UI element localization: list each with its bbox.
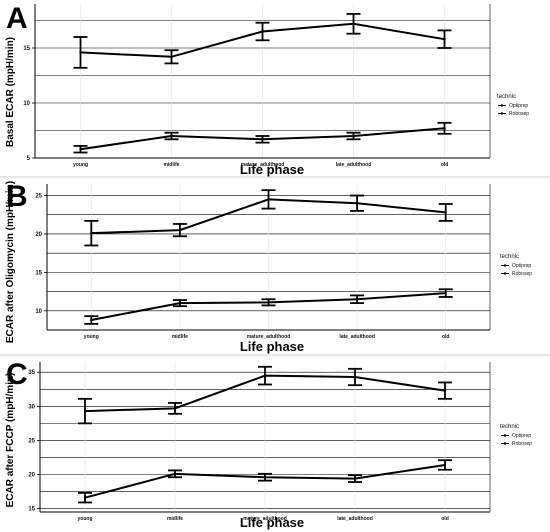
x-tick-label: midlife: [167, 516, 183, 522]
series-1: [84, 189, 453, 247]
x-tick-label: mature_adulthood: [241, 162, 285, 168]
series-1: [78, 365, 452, 425]
data-point: [355, 298, 359, 301]
legend: technic Optiprep Robosep: [500, 254, 532, 277]
data-point: [267, 198, 270, 201]
x-axis-title: Life phase: [240, 162, 304, 177]
x-tick-label: old: [442, 334, 450, 340]
x-tick-label: young: [84, 334, 99, 340]
data-point: [444, 211, 447, 214]
legend: technic Optiprep Robosep: [500, 424, 532, 447]
panel-label: B: [6, 180, 28, 213]
y-axis-title: ECAR after FCCP (mpH/min): [5, 373, 16, 508]
data-point: [443, 389, 447, 392]
x-tick-label: old: [441, 516, 449, 522]
data-point: [263, 374, 267, 377]
data-point: [443, 127, 446, 130]
legend-key-point: [500, 112, 504, 115]
panel-b: 10 15 20 25 young midlife mature_adulthood late…: [0, 180, 550, 356]
y-tick-label: 15: [23, 46, 30, 52]
legend-entry: Optiprep: [512, 263, 531, 269]
x-tick-label: midlife: [163, 162, 179, 168]
y-tick-label: 5: [27, 156, 31, 162]
data-point: [178, 228, 182, 232]
data-point: [83, 409, 87, 413]
y-tick-label: 15: [28, 507, 35, 513]
data-point: [355, 202, 359, 205]
x-tick-label: young: [73, 162, 88, 168]
legend-entry: Robosep: [509, 111, 529, 117]
x-tick-label: old: [441, 162, 449, 168]
y-tick-label: 35: [28, 370, 35, 376]
data-point: [261, 30, 264, 33]
data-point: [267, 301, 270, 304]
x-axis-title: Life phase: [240, 339, 304, 354]
legend-entry: Robosep: [512, 271, 532, 277]
legend-title: technic: [497, 94, 516, 100]
y-tick-label: 15: [35, 270, 42, 276]
x-tick-label: midlife: [172, 334, 188, 340]
legend-key-point: [503, 272, 507, 275]
x-tick-label: late_adulthood: [337, 516, 373, 522]
legend-key-point: [503, 434, 507, 437]
legend-key-point: [503, 264, 507, 267]
data-point: [173, 407, 177, 410]
x-tick-label: mature_adulthood: [247, 334, 291, 340]
series-2: [84, 288, 453, 325]
y-tick-label: 25: [35, 194, 42, 200]
data-point: [79, 148, 82, 151]
data-point: [170, 134, 173, 138]
data-point: [83, 496, 87, 499]
data-point: [79, 51, 82, 54]
data-point: [352, 134, 355, 138]
data-point: [352, 22, 355, 25]
data-point: [178, 301, 182, 305]
y-axis-title: ECAR after Oligomycin (mpH/min): [5, 181, 16, 343]
data-point: [353, 477, 357, 480]
y-tick-label: 10: [23, 101, 30, 107]
legend-key-point: [500, 104, 504, 107]
series-2: [73, 121, 452, 154]
data-point: [90, 231, 93, 235]
data-point: [90, 318, 93, 322]
data-point: [443, 38, 446, 41]
series-2: [78, 459, 452, 504]
y-tick-label: 20: [28, 473, 35, 479]
legend-entry: Optiprep: [512, 433, 531, 439]
legend-entry: Robosep: [512, 441, 532, 447]
data-point: [261, 138, 264, 141]
panel-label: C: [6, 358, 28, 391]
y-tick-label: 10: [35, 309, 42, 315]
grid-lines: [47, 184, 490, 331]
data-point: [170, 55, 173, 58]
data-point: [263, 476, 267, 479]
x-tick-label: young: [78, 516, 93, 522]
legend-title: technic: [500, 424, 519, 430]
x-tick-label: mature_adulthood: [243, 516, 287, 522]
data-point: [444, 291, 447, 295]
legend: technic Optiprep Robosep: [497, 94, 529, 117]
y-tick-label: 30: [28, 404, 35, 410]
panel-a: 5 10 15 young midlife mature_adulthood late_ad…: [0, 2, 550, 178]
series-1: [73, 12, 452, 69]
panel-label: A: [6, 2, 28, 35]
y-tick-label: 20: [35, 232, 42, 238]
data-point: [173, 472, 177, 476]
data-point: [443, 463, 447, 467]
x-tick-label: late_adulthood: [336, 162, 372, 168]
y-tick-label: 25: [28, 438, 35, 444]
x-tick-label: late_adulthood: [339, 334, 375, 340]
legend-key-point: [503, 442, 507, 445]
grid-lines: [40, 362, 490, 512]
legend-title: technic: [500, 254, 519, 260]
y-axis-title: Basal ECAR (mpH/min): [5, 37, 16, 147]
data-point: [353, 375, 357, 379]
legend-entry: Optiprep: [509, 103, 528, 109]
x-axis-title: Life phase: [240, 515, 304, 530]
panel-c: 15 20 25 30 35 young midlife mature_adulthood la…: [5, 358, 532, 530]
